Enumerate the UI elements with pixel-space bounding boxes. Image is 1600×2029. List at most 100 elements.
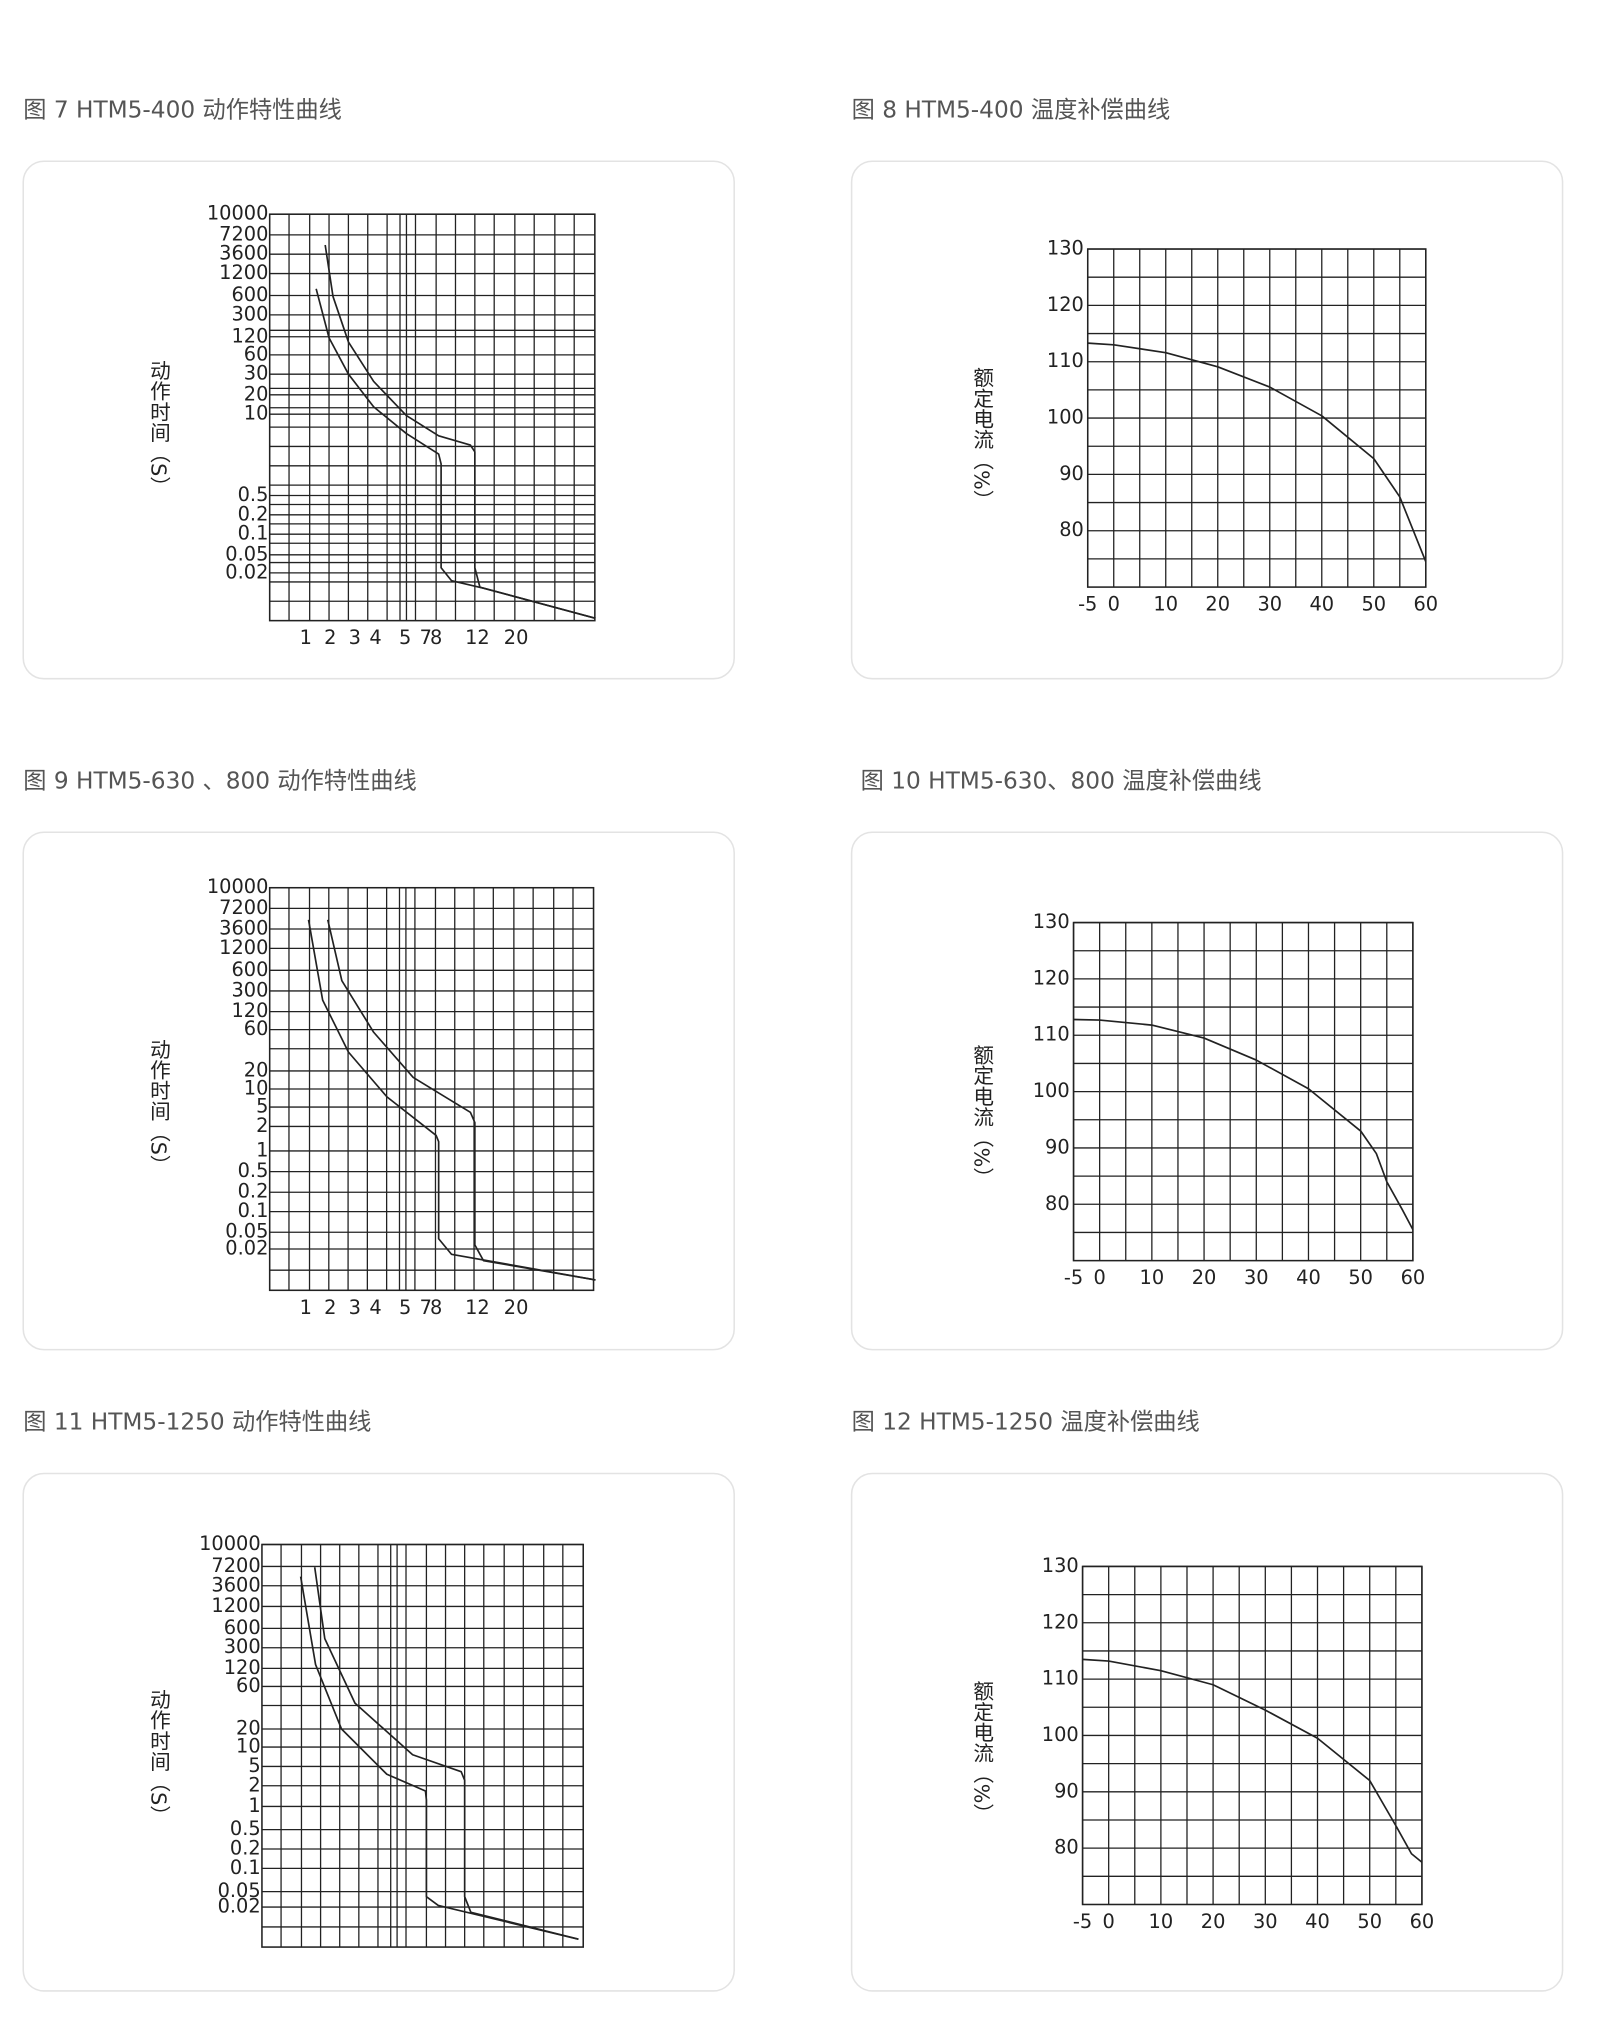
x-tick-label: 12 (465, 626, 490, 649)
x-tick-label: 10 (1140, 1266, 1165, 1289)
y-tick-label: 5 (248, 1754, 260, 1777)
y-tick-label: 0.2 (238, 1180, 269, 1203)
x-tick-label: 2 (324, 626, 336, 649)
y-tick-label: 80 (1045, 1192, 1070, 1215)
x-tick-label: 0 (1103, 1910, 1115, 1933)
y-tick-label: 100 (1047, 406, 1084, 429)
y-tick-label: 20 (244, 1058, 269, 1081)
y-tick-label: 90 (1045, 1135, 1070, 1158)
y-tick-label: 600 (224, 1616, 261, 1639)
card (850, 1472, 1564, 1992)
y-tick-label: 300 (231, 302, 268, 325)
card (22, 831, 735, 1351)
y-tick-label: 120 (1047, 293, 1084, 316)
curve (313, 1567, 579, 1940)
x-tick-label: 10 (1153, 593, 1178, 616)
x-tick-label: -5 (1078, 593, 1097, 616)
plot-frame (268, 213, 596, 622)
y-tick-label: 5 (256, 1095, 268, 1118)
y-tick-label: 3600 (219, 917, 268, 940)
y-tick-label: 90 (1054, 1779, 1079, 1802)
caption: 图 10 HTM5-630、800 温度补偿曲线 (861, 767, 1262, 794)
x-tick-label: 50 (1361, 593, 1386, 616)
y-tick-label: 0.5 (238, 1159, 269, 1182)
x-tick-label: 30 (1257, 593, 1282, 616)
y-tick-label: 110 (1042, 1667, 1079, 1690)
y-tick-label: 10 (244, 402, 269, 425)
x-tick-label: 30 (1253, 1910, 1278, 1933)
x-tick-label: 20 (1192, 1266, 1217, 1289)
y-tick-label: 0.05 (225, 542, 268, 565)
y-tick-label: 0.02 (225, 1237, 268, 1260)
y-tick-label: 600 (231, 283, 268, 306)
x-tick-label: 20 (1205, 593, 1230, 616)
y-tick-label: 100 (1033, 1079, 1070, 1102)
x-tick-label: 7 (420, 1296, 432, 1319)
curve (1073, 1018, 1414, 1231)
y-tick-label: 0.02 (218, 1895, 261, 1918)
y-tick-label: 0.1 (238, 522, 269, 545)
y-tick-label: 1200 (219, 261, 268, 284)
y-tick-label: 1200 (211, 1594, 260, 1617)
x-tick-label: 60 (1401, 1266, 1426, 1289)
x-tick-label: 50 (1348, 1266, 1373, 1289)
y-axis-label: 动作时间（S） (146, 1039, 170, 1176)
x-tick-label: 30 (1244, 1266, 1269, 1289)
y-tick-label: 7200 (219, 896, 268, 919)
x-tick-label: 60 (1410, 1910, 1435, 1933)
x-tick-label: 1 (300, 626, 312, 649)
y-tick-label: 0.2 (238, 502, 269, 525)
curve (324, 244, 596, 620)
y-tick-label: 120 (231, 324, 268, 347)
y-tick-label: 0.1 (238, 1199, 269, 1222)
caption: 图 11 HTM5-1250 动作特性曲线 (23, 1409, 371, 1436)
y-tick-label: 10 (244, 1077, 269, 1100)
y-tick-label: 600 (231, 958, 268, 981)
x-tick-label: 8 (430, 1296, 442, 1319)
x-tick-label: 60 (1413, 593, 1438, 616)
caption: 图 8 HTM5-400 温度补偿曲线 (852, 96, 1171, 123)
y-tick-label: 130 (1042, 1554, 1079, 1577)
y-tick-label: 10000 (207, 875, 269, 898)
x-tick-label: 1 (300, 1296, 312, 1319)
x-tick-label: -5 (1064, 1266, 1083, 1289)
x-tick-label: 4 (369, 626, 381, 649)
x-tick-label: 50 (1357, 1910, 1382, 1933)
y-tick-label: 7200 (219, 222, 268, 245)
x-tick-label: 4 (369, 1296, 381, 1319)
y-tick-label: 60 (244, 342, 269, 365)
y-axis-label: 额定电流（%） (970, 367, 994, 510)
y-tick-label: 1200 (219, 936, 268, 959)
x-tick-label: 5 (399, 626, 411, 649)
curve (307, 919, 596, 1281)
x-tick-label: 0 (1108, 593, 1120, 616)
x-tick-label: 40 (1305, 1910, 1330, 1933)
y-tick-label: 0.05 (218, 1879, 261, 1902)
y-tick-label: 60 (236, 1674, 261, 1697)
y-tick-label: 120 (1033, 966, 1070, 989)
plot-frame (1072, 921, 1414, 1262)
y-tick-label: 120 (224, 1656, 261, 1679)
plot-frame (1081, 1565, 1423, 1906)
y-tick-label: 20 (244, 382, 269, 405)
y-tick-label: 10000 (207, 202, 269, 225)
x-tick-label: 10 (1149, 1910, 1174, 1933)
x-tick-label: 12 (465, 1296, 490, 1319)
y-axis-label: 动作时间（S） (146, 360, 170, 497)
x-tick-label: 2 (324, 1296, 336, 1319)
y-tick-label: 80 (1059, 518, 1084, 541)
plot-frame (1086, 248, 1427, 588)
x-tick-label: 20 (504, 1296, 529, 1319)
y-tick-label: 120 (1042, 1610, 1079, 1633)
y-tick-label: 300 (231, 978, 268, 1001)
y-tick-label: 3600 (211, 1573, 260, 1596)
x-tick-label: -5 (1073, 1910, 1092, 1933)
x-tick-label: 7 (420, 626, 432, 649)
y-tick-label: 90 (1059, 462, 1084, 485)
y-tick-label: 20 (236, 1717, 261, 1740)
y-tick-label: 110 (1033, 1023, 1070, 1046)
y-axis-label: 额定电流（%） (970, 1681, 994, 1824)
y-tick-label: 0.2 (230, 1837, 261, 1860)
y-tick-label: 0.05 (225, 1220, 268, 1243)
y-tick-label: 0.5 (230, 1817, 261, 1840)
